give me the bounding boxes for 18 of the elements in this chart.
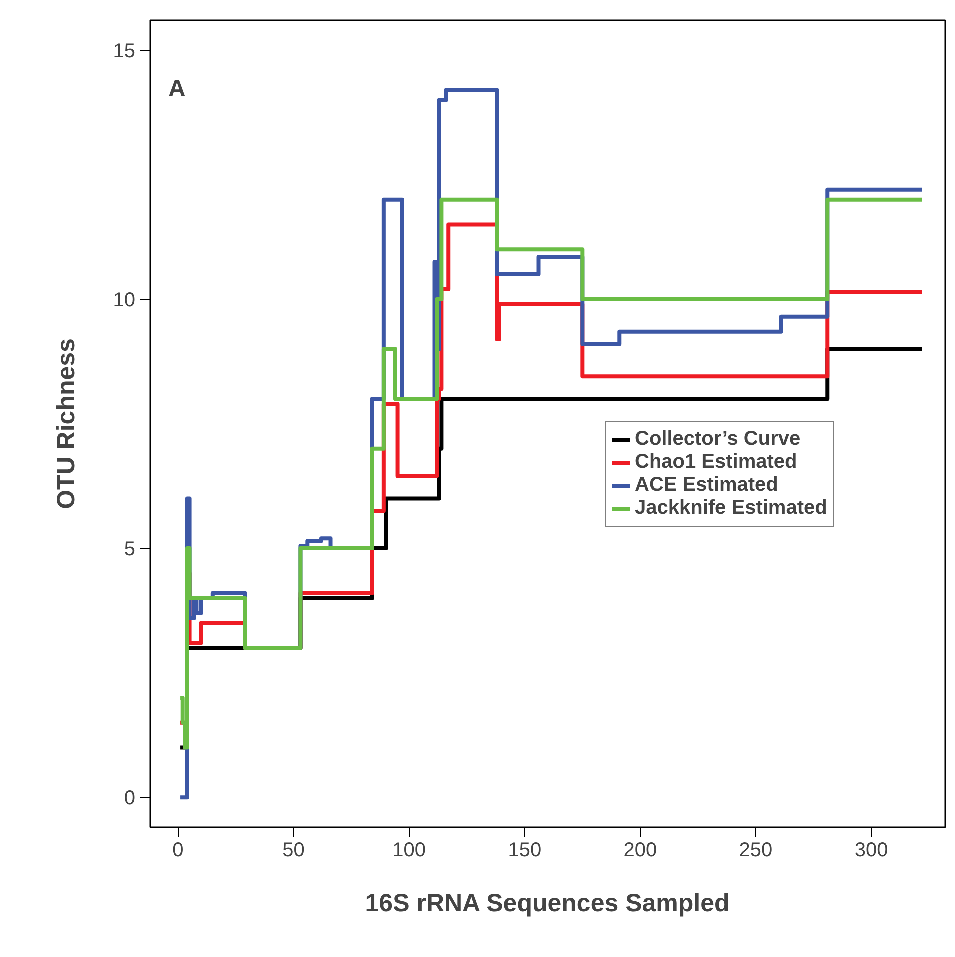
x-tick-label: 50 <box>282 840 305 862</box>
y-tick-label: 15 <box>113 40 136 62</box>
x-tick-label: 100 <box>392 840 426 862</box>
y-tick-label: 5 <box>124 538 136 561</box>
y-axis-title: OTU Richness <box>52 338 80 510</box>
legend-label: Chao1 Estimated <box>635 451 798 474</box>
y-tick-label: 0 <box>124 788 136 810</box>
x-tick-label: 250 <box>739 840 773 862</box>
x-tick-label: 300 <box>854 840 888 862</box>
x-tick-label: 0 <box>172 840 184 862</box>
legend-label: Collector’s Curve <box>635 428 801 451</box>
legend-label: Jackknife Estimated <box>635 497 828 520</box>
y-tick-label: 10 <box>113 289 136 312</box>
annotation: A <box>168 76 186 102</box>
legend-label: ACE Estimated <box>635 474 778 497</box>
x-axis-title: 16S rRNA Sequences Sampled <box>365 890 730 918</box>
x-tick-label: 200 <box>624 840 658 862</box>
x-tick-label: 150 <box>508 840 542 862</box>
